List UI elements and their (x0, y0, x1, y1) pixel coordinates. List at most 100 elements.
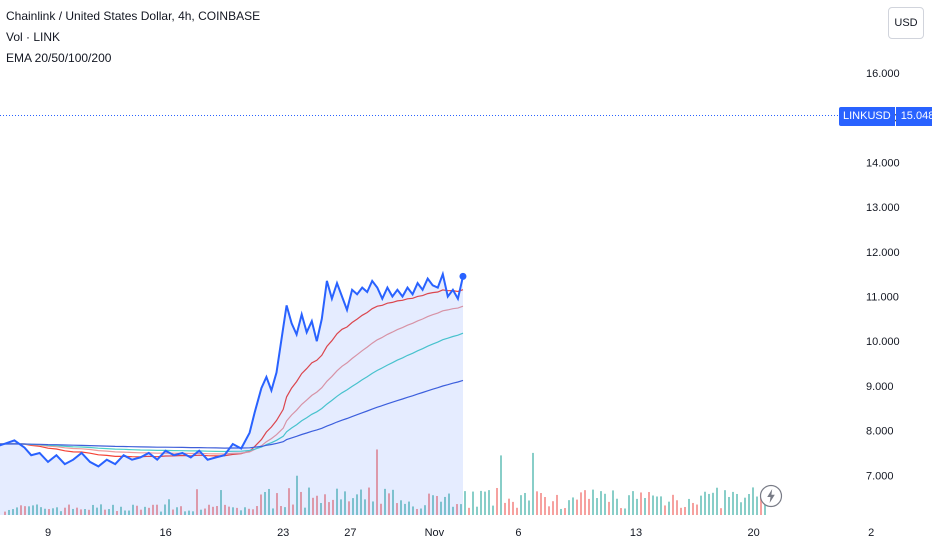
volume-bar (516, 507, 518, 515)
x-tick-label: 20 (747, 527, 759, 539)
volume-bar (468, 507, 470, 515)
volume-bar (244, 507, 246, 515)
volume-bar (560, 508, 562, 515)
y-tick-label: 11.000 (866, 292, 899, 304)
volume-bar (760, 496, 762, 515)
volume-bar (448, 493, 450, 515)
x-tick-label: 23 (277, 527, 289, 539)
symbol-title[interactable]: Chainlink / United States Dollar, 4h, CO… (6, 9, 261, 23)
volume-bar (300, 491, 302, 515)
volume-bar (548, 506, 550, 515)
volume-bar (76, 507, 78, 515)
volume-bar (144, 506, 146, 515)
volume-bar (120, 506, 122, 515)
volume-bar (740, 502, 742, 515)
volume-bar (716, 487, 718, 515)
volume-bar (488, 490, 490, 515)
volume-bar (4, 511, 6, 515)
volume-bar (576, 499, 578, 515)
volume-bar (636, 498, 638, 515)
volume-bar (280, 506, 282, 515)
volume-bar (36, 504, 38, 515)
volume-bar (340, 499, 342, 515)
volume-bar (204, 508, 206, 515)
volume-bar (692, 502, 694, 515)
volume-bar (384, 488, 386, 515)
ema-100-line (0, 332, 464, 453)
volume-bar (272, 508, 274, 515)
volume-indicator-label[interactable]: Vol · LINK (6, 30, 61, 44)
volume-bar (652, 495, 654, 515)
volume-bar (88, 509, 90, 515)
volume-bar (104, 509, 106, 515)
x-tick-label: 2 (868, 527, 874, 539)
volume-bar (8, 509, 10, 515)
volume-bar (20, 505, 22, 515)
volume-bar (192, 511, 194, 515)
volume-bar (588, 498, 590, 515)
volume-bar (612, 490, 614, 515)
volume-bar (284, 507, 286, 515)
volume-bar (620, 508, 622, 515)
volume-bars (4, 449, 766, 515)
volume-bar (232, 507, 234, 515)
volume-bar (540, 493, 542, 515)
volume-bar (572, 497, 574, 515)
volume-bar (388, 493, 390, 515)
volume-bar (584, 490, 586, 515)
volume-bar (556, 494, 558, 515)
volume-bar (24, 506, 26, 515)
volume-bar (480, 490, 482, 515)
volume-bar (376, 449, 378, 515)
volume-bar (324, 494, 326, 515)
ema-lines (0, 289, 464, 458)
volume-bar (680, 507, 682, 515)
volume-bar (160, 511, 162, 515)
volume-bar (256, 506, 258, 515)
price-badge-value: 15.048 (895, 107, 932, 126)
volume-bar (400, 500, 402, 515)
volume-bar (492, 505, 494, 515)
volume-bar (728, 496, 730, 515)
volume-bar (220, 490, 222, 515)
volume-bar (604, 493, 606, 515)
volume-bar (536, 491, 538, 515)
volume-bar (464, 491, 466, 515)
volume-bar (132, 504, 134, 515)
volume-bar (348, 501, 350, 515)
volume-bar (56, 507, 58, 515)
volume-bar (428, 493, 430, 515)
y-tick-label: 7.000 (866, 470, 894, 482)
y-tick-label: 9.000 (866, 381, 894, 393)
y-tick-label: 8.000 (866, 426, 894, 438)
ema-indicator-label[interactable]: EMA 20/50/100/200 (6, 51, 112, 65)
volume-bar (520, 495, 522, 515)
volume-bar (392, 489, 394, 515)
volume-bar (304, 507, 306, 515)
chart-legend: Chainlink / United States Dollar, 4h, CO… (6, 6, 260, 69)
volume-bar (504, 502, 506, 515)
x-tick-label: 27 (344, 527, 356, 539)
volume-bar (308, 487, 310, 515)
currency-button[interactable]: USD (888, 7, 924, 39)
volume-bar (668, 501, 670, 515)
volume-bar (156, 504, 158, 515)
volume-bar (616, 498, 618, 515)
volume-bar (688, 498, 690, 515)
volume-bar (188, 510, 190, 515)
volume-bar (108, 509, 110, 515)
volume-bar (168, 499, 170, 515)
volume-bar (408, 501, 410, 515)
volume-bar (676, 500, 678, 515)
lightning-icon[interactable] (759, 484, 783, 508)
volume-bar (112, 504, 114, 515)
volume-bar (264, 491, 266, 515)
volume-bar (356, 494, 358, 515)
volume-bar (748, 494, 750, 515)
volume-bar (532, 452, 534, 515)
volume-bar (452, 506, 454, 515)
volume-bar (632, 491, 634, 515)
y-tick-label: 14.000 (866, 157, 900, 169)
volume-bar (260, 494, 262, 515)
